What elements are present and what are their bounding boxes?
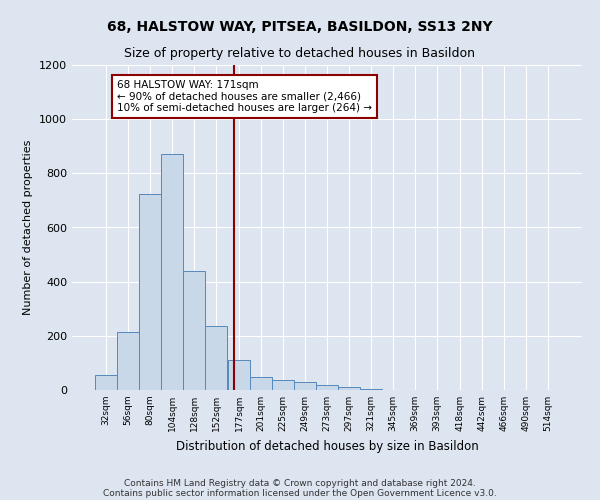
Text: Contains public sector information licensed under the Open Government Licence v3: Contains public sector information licen… bbox=[103, 488, 497, 498]
Bar bbox=[316, 386, 338, 390]
Bar bbox=[117, 332, 139, 390]
Text: 68 HALSTOW WAY: 171sqm
← 90% of detached houses are smaller (2,466)
10% of semi-: 68 HALSTOW WAY: 171sqm ← 90% of detached… bbox=[117, 80, 372, 113]
Bar bbox=[205, 326, 227, 390]
X-axis label: Distribution of detached houses by size in Basildon: Distribution of detached houses by size … bbox=[176, 440, 478, 452]
Bar bbox=[294, 382, 316, 390]
Bar bbox=[161, 154, 183, 390]
Bar bbox=[360, 388, 382, 390]
Bar bbox=[338, 387, 360, 390]
Text: 68, HALSTOW WAY, PITSEA, BASILDON, SS13 2NY: 68, HALSTOW WAY, PITSEA, BASILDON, SS13 … bbox=[107, 20, 493, 34]
Y-axis label: Number of detached properties: Number of detached properties bbox=[23, 140, 34, 315]
Bar bbox=[250, 378, 272, 390]
Text: Size of property relative to detached houses in Basildon: Size of property relative to detached ho… bbox=[125, 48, 476, 60]
Bar bbox=[139, 194, 161, 390]
Bar bbox=[95, 375, 117, 390]
Bar bbox=[272, 380, 294, 390]
Bar bbox=[228, 360, 250, 390]
Bar bbox=[183, 271, 205, 390]
Text: Contains HM Land Registry data © Crown copyright and database right 2024.: Contains HM Land Registry data © Crown c… bbox=[124, 478, 476, 488]
